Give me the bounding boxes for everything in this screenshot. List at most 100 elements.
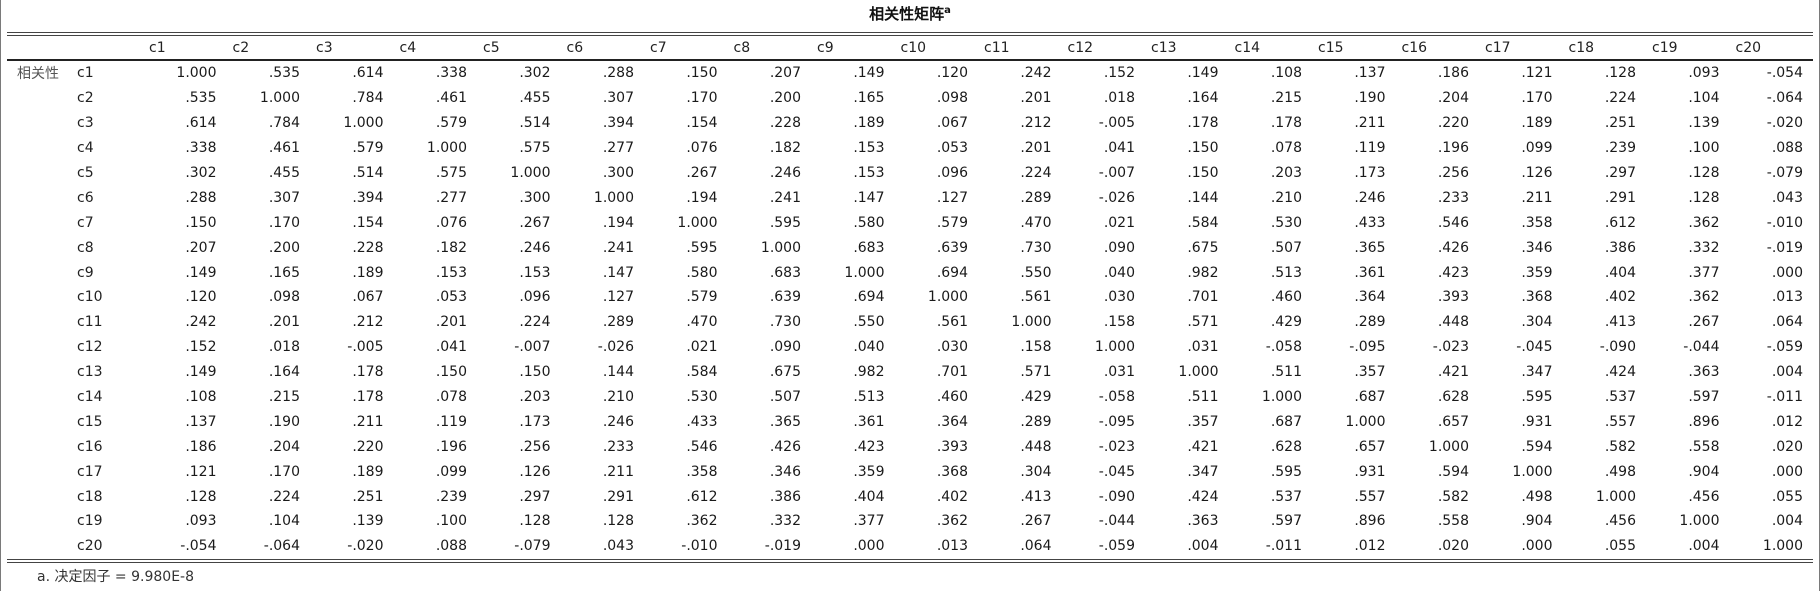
correlation-cell: .152: [185, 339, 217, 356]
correlation-cell: .535: [185, 90, 217, 107]
correlation-cell: 1.000: [1512, 463, 1553, 480]
correlation-cell: -.090: [1599, 339, 1636, 356]
correlation-cell: .013: [1771, 289, 1803, 306]
correlation-cell: .189: [1521, 115, 1553, 132]
correlation-cell: .784: [352, 90, 384, 107]
correlation-cell: .178: [352, 389, 384, 406]
correlation-cell: .361: [1354, 264, 1386, 281]
correlation-cell: .291: [1604, 189, 1636, 206]
correlation-cell: .338: [435, 65, 467, 82]
header-blank-cell: [7, 36, 73, 60]
correlation-cell: .153: [519, 264, 551, 281]
correlation-cell: .078: [435, 389, 467, 406]
correlation-cell: .207: [185, 239, 217, 256]
table-row: c6 .288 .307 .394 .277 .300 1.000 .194 .241 .147.…: [7, 185, 1813, 210]
correlation-cell: 1.000: [1261, 389, 1302, 406]
correlation-cell: .628: [1437, 389, 1469, 406]
correlation-cell: .215: [1270, 90, 1302, 107]
correlation-cell: .246: [769, 165, 801, 181]
correlation-cell: .365: [769, 413, 801, 430]
correlation-cell: .233: [1437, 189, 1469, 206]
correlation-cell: .582: [1604, 438, 1636, 455]
correlation-cell: .362: [686, 513, 718, 530]
row-variable-label: c13: [77, 364, 103, 381]
table-row: c2 .535 1.000 .784 .461 .455 .307 .170 .200 .165.…: [7, 86, 1813, 111]
correlation-cell: .147: [602, 264, 634, 281]
correlation-cell: .182: [769, 140, 801, 157]
correlation-cell: .307: [602, 90, 634, 107]
correlation-cell: .099: [1521, 140, 1553, 157]
correlation-cell: .595: [1521, 389, 1553, 406]
column-header: c4: [399, 39, 417, 56]
column-header: c2: [232, 39, 250, 56]
correlation-cell: .597: [1688, 389, 1720, 406]
correlation-cell: .433: [1354, 214, 1386, 231]
correlation-cell: .173: [519, 413, 551, 430]
correlation-cell: .424: [1604, 364, 1636, 381]
correlation-cell: .127: [936, 189, 968, 206]
row-group-cell: [7, 210, 73, 235]
correlation-cell: .514: [519, 115, 551, 132]
correlation-cell: .359: [1521, 264, 1553, 281]
correlation-cell: -.058: [1098, 389, 1135, 406]
correlation-cell: .393: [936, 438, 968, 455]
correlation-cell: .158: [1103, 314, 1135, 331]
correlation-cell: .302: [185, 165, 217, 181]
correlation-cell: -.064: [1766, 90, 1803, 107]
correlation-cell: .402: [1604, 289, 1636, 306]
correlation-cell: .537: [1604, 389, 1636, 406]
correlation-cell: .362: [1688, 214, 1720, 231]
correlation-cell: .150: [1187, 140, 1219, 157]
correlation-cell: .386: [1604, 239, 1636, 256]
correlation-cell: .687: [1354, 389, 1386, 406]
row-group-cell: [7, 285, 73, 310]
correlation-cell: .088: [435, 538, 467, 555]
correlation-cell: .020: [1771, 438, 1803, 455]
correlation-cell: .189: [352, 463, 384, 480]
correlation-cell: .394: [602, 115, 634, 132]
correlation-cell: .196: [1437, 140, 1469, 157]
correlation-cell: .277: [435, 189, 467, 206]
correlation-cell: .557: [1354, 488, 1386, 505]
correlation-cell: .359: [853, 463, 885, 480]
row-group-cell: [7, 335, 73, 360]
correlation-cell: .557: [1604, 413, 1636, 430]
correlation-cell: .108: [185, 389, 217, 406]
correlation-cell: .203: [1270, 165, 1302, 181]
correlation-cell: .694: [936, 264, 968, 281]
correlation-cell: .108: [1270, 65, 1302, 82]
table-row: c13 .149 .164 .178 .150 .150 .144 .584 .675 .982.…: [7, 360, 1813, 385]
row-variable-label: c5: [77, 165, 94, 181]
table-row: c5 .302 .455 .514 .575 1.000 .300 .267 .246 .153.…: [7, 161, 1813, 186]
correlation-cell: .242: [1020, 65, 1052, 82]
correlation-cell: .300: [519, 189, 551, 206]
correlation-cell: 1.000: [1345, 413, 1386, 430]
correlation-cell: .364: [1354, 289, 1386, 306]
correlation-cell: .246: [602, 413, 634, 430]
correlation-cell: .357: [1354, 364, 1386, 381]
correlation-cell: .460: [936, 389, 968, 406]
correlation-cell: -.079: [1766, 165, 1803, 181]
correlation-cell: .030: [1103, 289, 1135, 306]
correlation-cell: .170: [1521, 90, 1553, 107]
correlation-cell: .165: [268, 264, 300, 281]
correlation-cell: .365: [1354, 239, 1386, 256]
correlation-cell: .201: [1020, 140, 1052, 157]
correlation-cell: .210: [602, 389, 634, 406]
table-row: c4 .338 .461 .579 1.000 .575 .277 .076 .182 .153.…: [7, 136, 1813, 161]
correlation-cell: .413: [1020, 488, 1052, 505]
correlation-cell: -.011: [1265, 538, 1302, 555]
correlation-cell: .224: [519, 314, 551, 331]
correlation-cell: .904: [1688, 463, 1720, 480]
correlation-cell: .190: [268, 413, 300, 430]
column-header: c10: [900, 39, 927, 56]
correlation-cell: .239: [435, 488, 467, 505]
correlation-cell: .289: [1020, 413, 1052, 430]
correlation-cell: .021: [1103, 214, 1135, 231]
row-group-cell: [7, 360, 73, 385]
table-row: c3 .614 .784 1.000 .579 .514 .394 .154 .228 .189.…: [7, 111, 1813, 136]
row-variable-label: c2: [77, 90, 94, 107]
correlation-cell: .683: [853, 239, 885, 256]
correlation-cell: .128: [1604, 65, 1636, 82]
correlation-cell: .507: [1270, 239, 1302, 256]
